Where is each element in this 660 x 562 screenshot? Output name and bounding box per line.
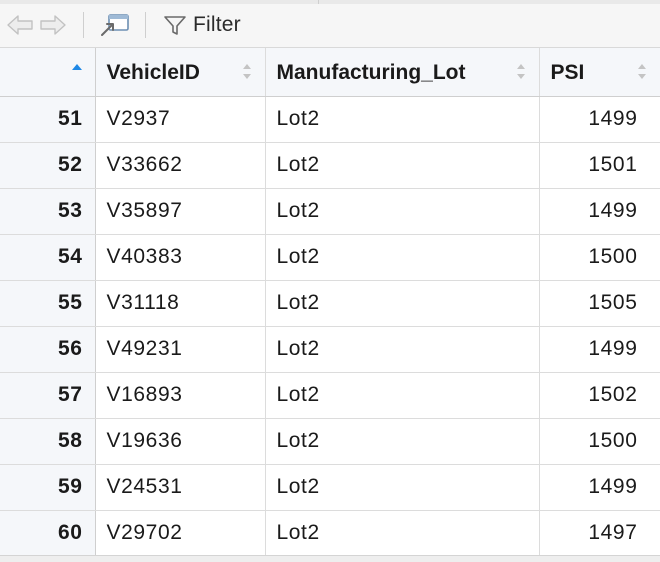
table-row: 57 V16893 Lot2 1502	[0, 372, 660, 419]
cell-manufacturing-lot: Lot2	[265, 418, 540, 465]
arrow-right-icon	[40, 15, 66, 35]
popout-window-icon	[101, 14, 129, 36]
cell-psi: 1501	[539, 142, 660, 189]
table-row: 59 V24531 Lot2 1499	[0, 464, 660, 511]
column-header-manufacturing-lot[interactable]: Manufacturing_Lot	[265, 48, 540, 97]
table-row: 52 V33662 Lot2 1501	[0, 142, 660, 189]
row-number: 52	[0, 142, 96, 189]
cell-manufacturing-lot: Lot2	[265, 372, 540, 419]
sort-icon	[516, 64, 525, 79]
sort-ascending-icon	[71, 64, 82, 70]
row-number: 54	[0, 234, 96, 281]
table-row: 54 V40383 Lot2 1500	[0, 234, 660, 281]
table-row: 60 V29702 Lot2 1497	[0, 510, 660, 557]
column-header-vehicleid[interactable]: VehicleID	[95, 48, 266, 97]
back-button[interactable]	[3, 10, 37, 40]
cell-psi: 1505	[539, 280, 660, 327]
cell-manufacturing-lot: Lot2	[265, 142, 540, 189]
cell-manufacturing-lot: Lot2	[265, 464, 540, 511]
table-row: 58 V19636 Lot2 1500	[0, 418, 660, 465]
cell-vehicleid: V19636	[95, 418, 266, 465]
cell-psi: 1497	[539, 510, 660, 557]
cell-manufacturing-lot: Lot2	[265, 280, 540, 327]
cell-manufacturing-lot: Lot2	[265, 188, 540, 235]
sort-icon	[637, 64, 646, 79]
row-number: 58	[0, 418, 96, 465]
cell-manufacturing-lot: Lot2	[265, 510, 540, 557]
toolbar-divider	[83, 12, 84, 38]
cell-vehicleid: V35897	[95, 188, 266, 235]
row-number: 53	[0, 188, 96, 235]
cell-manufacturing-lot: Lot2	[265, 326, 540, 373]
row-number: 60	[0, 510, 96, 557]
row-number: 55	[0, 280, 96, 327]
cell-psi: 1499	[539, 326, 660, 373]
sort-icon	[242, 64, 251, 79]
table-row: 55 V31118 Lot2 1505	[0, 280, 660, 327]
funnel-icon	[164, 16, 186, 35]
column-header-psi[interactable]: PSI	[539, 48, 660, 97]
filter-button[interactable]: Filter	[163, 10, 261, 40]
row-number: 56	[0, 326, 96, 373]
toolbar: Filter	[0, 0, 660, 48]
cell-psi: 1502	[539, 372, 660, 419]
cell-vehicleid: V24531	[95, 464, 266, 511]
table-row: 53 V35897 Lot2 1499	[0, 188, 660, 235]
cell-psi: 1500	[539, 234, 660, 281]
cell-vehicleid: V49231	[95, 326, 266, 373]
row-number: 57	[0, 372, 96, 419]
toolbar-divider	[145, 12, 146, 38]
cell-vehicleid: V31118	[95, 280, 266, 327]
cell-psi: 1499	[539, 464, 660, 511]
cell-manufacturing-lot: Lot2	[265, 234, 540, 281]
data-table: VehicleID Manufacturing_Lot PSI	[0, 48, 660, 557]
cell-vehicleid: V2937	[95, 96, 266, 143]
cell-vehicleid: V16893	[95, 372, 266, 419]
table-row: 56 V49231 Lot2 1499	[0, 326, 660, 373]
row-number: 59	[0, 464, 96, 511]
cell-psi: 1500	[539, 418, 660, 465]
filter-label: Filter	[193, 13, 241, 36]
cell-vehicleid: V40383	[95, 234, 266, 281]
column-header-rownames[interactable]	[0, 48, 96, 97]
cell-manufacturing-lot: Lot2	[265, 96, 540, 143]
cell-vehicleid: V29702	[95, 510, 266, 557]
arrow-left-icon	[7, 15, 33, 35]
popout-button[interactable]	[96, 10, 134, 40]
cell-vehicleid: V33662	[95, 142, 266, 189]
forward-button[interactable]	[36, 10, 70, 40]
table-row: 51 V2937 Lot2 1499	[0, 96, 660, 143]
row-number: 51	[0, 96, 96, 143]
top-rule	[0, 0, 660, 4]
horizontal-scrollbar[interactable]	[0, 555, 660, 562]
cell-psi: 1499	[539, 188, 660, 235]
cell-psi: 1499	[539, 96, 660, 143]
header-row: VehicleID Manufacturing_Lot PSI	[0, 48, 660, 97]
